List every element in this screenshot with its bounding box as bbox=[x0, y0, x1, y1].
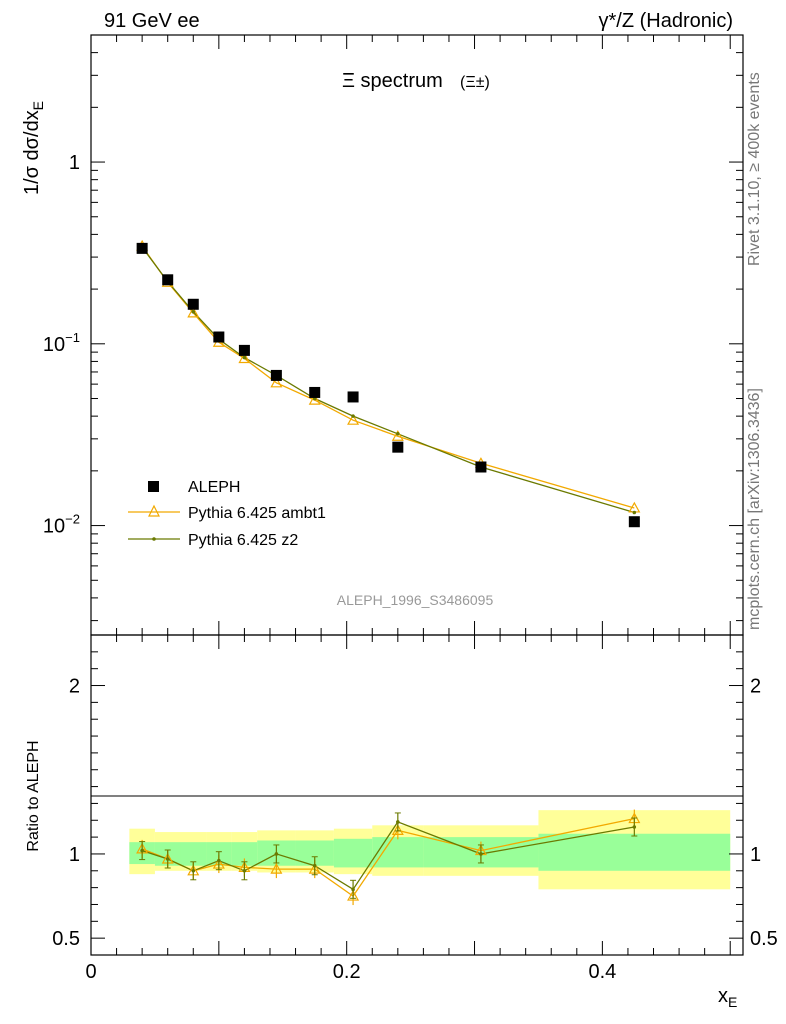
plot-title-main: Ξ spectrum bbox=[342, 70, 443, 92]
aleph-point bbox=[238, 344, 250, 356]
ambt1-point bbox=[391, 430, 404, 441]
ambt1-curve bbox=[141, 245, 635, 509]
z2-point bbox=[242, 355, 247, 360]
ambt1-point bbox=[187, 306, 200, 318]
header-left-label: 91 GeV ee bbox=[104, 10, 200, 32]
ambt1-ratio-point bbox=[347, 889, 360, 901]
lower-axis-ticks: 0.5 0.5 1 1 2 2 0 0.2 0.4 bbox=[52, 634, 778, 983]
lower-ytick-label-left: 1 bbox=[69, 844, 80, 866]
aleph-point bbox=[628, 516, 640, 528]
z2-ratio-point bbox=[351, 887, 355, 892]
z2-point bbox=[351, 414, 355, 418]
z2-ratio-point bbox=[165, 857, 170, 861]
ratio-uncertainty-bands bbox=[129, 810, 731, 890]
z2-ratio-point bbox=[632, 825, 637, 829]
ambt1-ratio-point bbox=[391, 824, 404, 835]
legend-z2-marker bbox=[152, 537, 156, 541]
upper-ylabel-text: 1/σ dσ/dxE bbox=[21, 101, 46, 195]
aleph-point bbox=[187, 298, 199, 310]
legend-aleph-marker bbox=[148, 481, 159, 492]
analysis-watermark: ALEPH_1996_S3486095 bbox=[337, 592, 494, 608]
z2-point bbox=[632, 510, 637, 515]
inner-band bbox=[231, 842, 258, 866]
aleph-point bbox=[270, 369, 282, 381]
plot-title: Ξ spectrum (Ξ±) bbox=[342, 70, 490, 92]
plot-title-sub: (Ξ±) bbox=[460, 74, 490, 91]
upper-ytick-label: 10−2 bbox=[43, 512, 80, 538]
inner-band bbox=[538, 833, 731, 871]
xlabel-text: xE bbox=[718, 985, 737, 1010]
inner-band bbox=[333, 838, 373, 868]
aleph-point bbox=[475, 461, 487, 473]
z2-ratio-point bbox=[312, 863, 317, 868]
xtick-label: 0 bbox=[85, 961, 96, 983]
upper-panel: 1 10−1 10−2 bbox=[43, 34, 744, 636]
aleph-point bbox=[213, 331, 225, 343]
aleph-point bbox=[347, 391, 359, 403]
inner-band bbox=[372, 837, 424, 868]
lower-ytick-label-right: 0.5 bbox=[750, 928, 778, 950]
aleph-point bbox=[392, 441, 404, 453]
aleph-point bbox=[309, 386, 321, 398]
z2-ratio-point bbox=[217, 858, 221, 863]
z2-point bbox=[396, 431, 400, 436]
z2-ratio-point bbox=[242, 868, 247, 873]
xtick-label: 0.4 bbox=[588, 961, 616, 983]
upper-ytick-label: 10−1 bbox=[43, 330, 80, 356]
upper-ylabel: 1/σ dσ/dxE bbox=[21, 101, 46, 195]
z2-point bbox=[191, 310, 196, 314]
z2-ratio-point bbox=[140, 848, 144, 853]
legend-aleph-label: ALEPH bbox=[188, 479, 240, 496]
xlabel: xE bbox=[718, 985, 737, 1010]
lower-frame bbox=[90, 634, 744, 956]
ambt1-point bbox=[238, 352, 251, 364]
z2-ratio-point bbox=[396, 820, 400, 824]
rivet-version-text: Rivet 3.1.10, ≥ 400k events bbox=[746, 72, 763, 266]
ambt1-point bbox=[270, 376, 283, 388]
lower-ytick-label-left: 2 bbox=[69, 676, 80, 698]
ambt1-ratio-point bbox=[270, 862, 283, 874]
lower-panel: 0.5 0.5 1 1 2 2 0 0.2 0.4 bbox=[52, 634, 778, 983]
lower-ytick-label-right: 1 bbox=[750, 844, 761, 866]
legend-ambt1-label: Pythia 6.425 ambt1 bbox=[188, 505, 326, 522]
z2-ratio-point bbox=[479, 852, 483, 856]
legend-z2-label: Pythia 6.425 z2 bbox=[188, 532, 298, 549]
aleph-point bbox=[136, 242, 148, 254]
ambt1-point bbox=[308, 393, 321, 405]
legend: ALEPH Pythia 6.425 ambt1 Pythia 6.425 z2 bbox=[128, 479, 326, 549]
inner-band bbox=[180, 842, 207, 866]
lower-ytick-label-left: 0.5 bbox=[52, 928, 80, 950]
aleph-point bbox=[162, 274, 174, 286]
upper-ytick-label: 1 bbox=[69, 152, 80, 174]
z2-curve bbox=[141, 246, 635, 514]
z2-ratio-point bbox=[274, 852, 279, 856]
lower-ylabel: Ratio to ALEPH bbox=[25, 740, 42, 851]
source-text: mcplots.cern.ch [arXiv:1306.3436] bbox=[746, 388, 763, 630]
lower-ytick-label-right: 2 bbox=[750, 676, 761, 698]
z2-ratio-point bbox=[191, 868, 196, 873]
upper-axis-ticks: 1 10−1 10−2 bbox=[43, 34, 743, 635]
ambt1-point bbox=[347, 413, 360, 425]
legend-ambt1-marker bbox=[148, 504, 160, 517]
header-right-label: γ*/Z (Hadronic) bbox=[599, 10, 733, 32]
xtick-label: 0.2 bbox=[333, 961, 361, 983]
